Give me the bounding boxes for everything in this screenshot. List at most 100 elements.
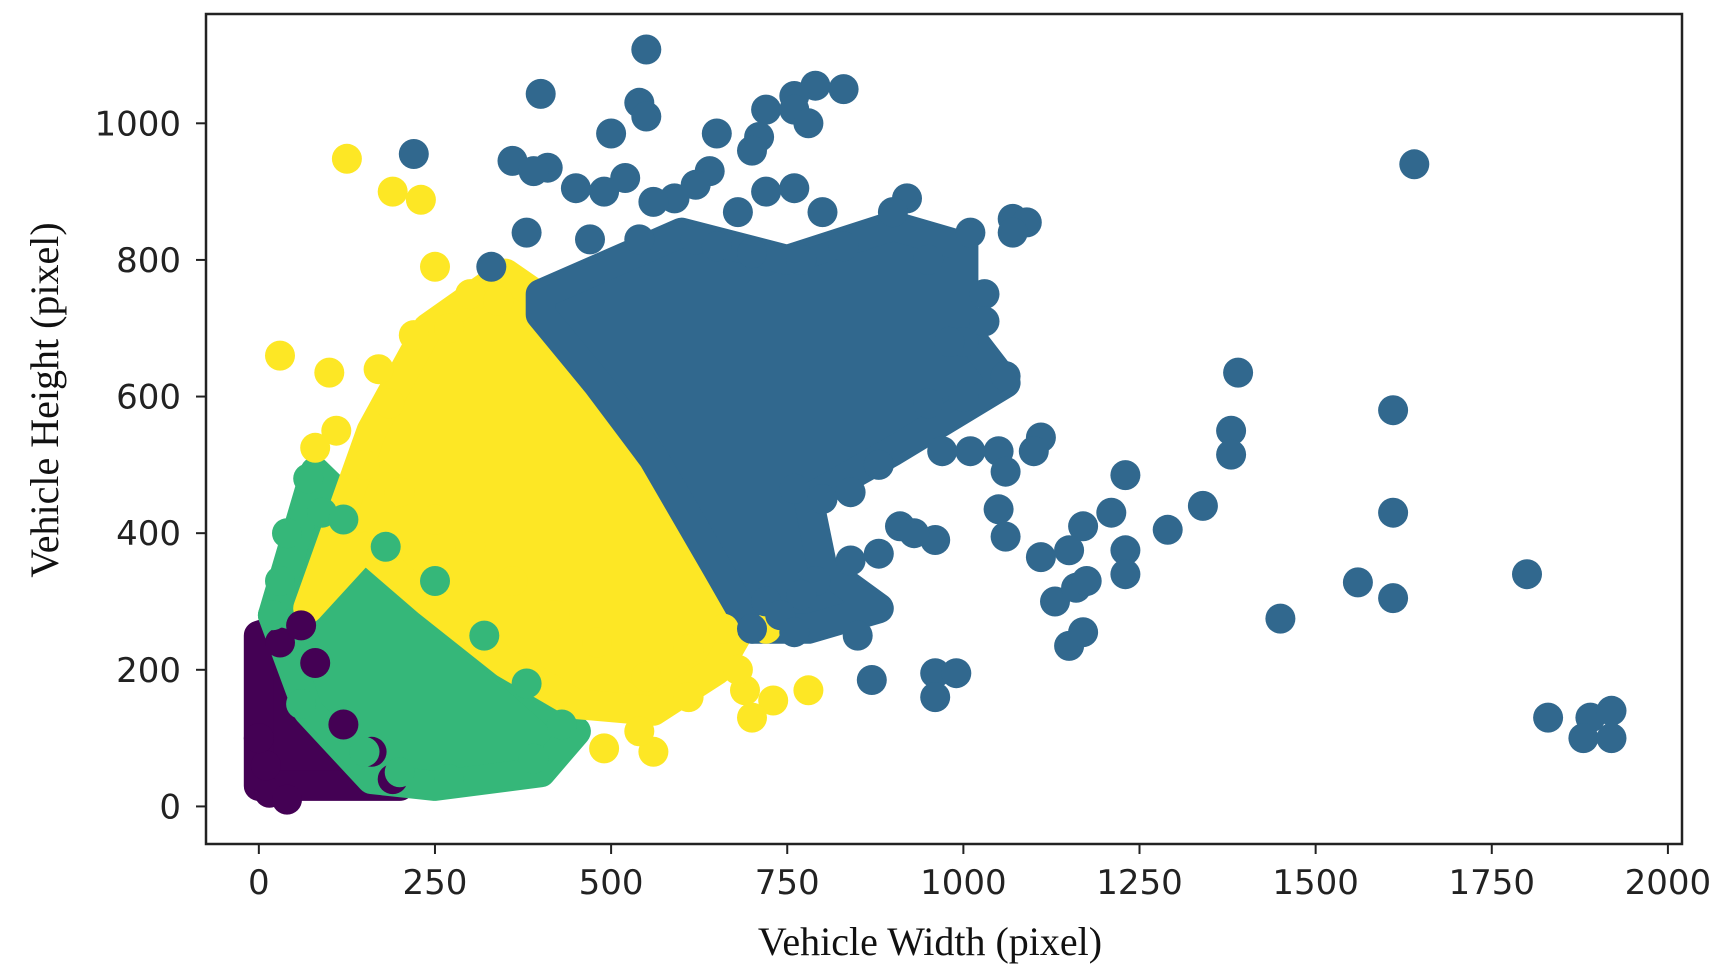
data-point: [420, 504, 450, 535]
data-point: [272, 518, 302, 549]
data-point: [286, 610, 317, 641]
data-point: [969, 279, 1000, 310]
data-point: [737, 135, 767, 166]
data-point: [948, 381, 979, 412]
data-point: [1071, 566, 1102, 596]
data-point: [722, 197, 753, 228]
data-point: [701, 231, 732, 262]
data-point: [913, 388, 944, 419]
data-point: [842, 620, 873, 651]
data-point: [265, 340, 295, 371]
data-point: [1216, 439, 1247, 470]
y-tick-label: 1000: [94, 104, 181, 144]
data-point: [476, 251, 507, 282]
data-point: [751, 94, 782, 125]
data-point: [250, 750, 281, 781]
data-point: [511, 217, 542, 248]
data-point: [737, 702, 767, 733]
data-point: [708, 613, 739, 644]
data-point: [243, 723, 274, 754]
data-point: [863, 538, 894, 569]
data-point: [257, 600, 288, 631]
data-point: [807, 484, 838, 514]
data-point: [920, 658, 951, 689]
data-point: [737, 613, 767, 644]
y-axis-label: Vehicle Height (pixel): [22, 222, 67, 577]
data-point: [420, 251, 450, 282]
data-point: [1342, 567, 1373, 598]
data-point: [941, 658, 972, 689]
data-point: [1068, 511, 1099, 542]
data-point: [405, 184, 436, 215]
y-tick-label: 600: [116, 378, 181, 418]
x-tick-label: 0: [248, 863, 270, 903]
data-point: [546, 709, 577, 740]
data-point: [363, 354, 394, 385]
data-point: [983, 494, 1014, 525]
data-point: [1054, 535, 1085, 566]
data-point: [955, 436, 986, 467]
data-point: [793, 675, 824, 706]
data-point: [631, 101, 662, 132]
data-point: [272, 784, 302, 815]
data-point: [1378, 583, 1409, 614]
data-point: [1018, 436, 1049, 467]
x-tick-label: 750: [755, 863, 820, 903]
data-point: [349, 736, 380, 767]
x-axis-label: Vehicle Width (pixel): [758, 919, 1102, 964]
y-axis-ticks: 0 200 400 600 800 1000: [94, 104, 206, 827]
data-point: [518, 156, 549, 187]
data-point: [701, 118, 732, 149]
data-point: [518, 743, 549, 774]
data-point: [779, 617, 810, 648]
data-point: [673, 682, 704, 713]
data-point: [398, 320, 429, 351]
data-point: [286, 689, 317, 719]
data-point: [1568, 723, 1599, 754]
data-point: [455, 531, 486, 562]
data-point: [596, 118, 627, 149]
x-axis-ticks: 0 250 500 750 1000 1250 1500 1750 2000: [248, 844, 1711, 903]
data-point: [420, 566, 450, 596]
data-point: [321, 415, 352, 446]
data-point: [349, 449, 380, 480]
data-point: [899, 518, 930, 549]
data-point: [589, 733, 620, 764]
data-point: [398, 139, 429, 169]
data-point: [828, 74, 859, 105]
data-point: [835, 477, 866, 508]
data-point: [300, 432, 331, 463]
data-point: [1533, 702, 1564, 733]
data-point: [786, 244, 817, 275]
data-point: [631, 34, 662, 65]
x-tick-label: 1750: [1449, 863, 1536, 903]
y-tick-label: 0: [159, 787, 181, 827]
y-tick-label: 200: [116, 651, 181, 691]
data-point: [1512, 559, 1542, 590]
data-point: [779, 173, 810, 204]
x-tick-label: 250: [403, 863, 468, 903]
x-tick-label: 1500: [1272, 863, 1359, 903]
cluster-region-3: [525, 210, 1021, 644]
data-point: [793, 108, 824, 139]
data-point: [1068, 617, 1099, 648]
data-point: [673, 634, 704, 665]
data-point: [1596, 723, 1627, 754]
data-point: [293, 463, 324, 494]
data-point: [631, 661, 662, 692]
data-point: [328, 504, 359, 535]
x-tick-label: 500: [579, 863, 644, 903]
data-point: [560, 173, 591, 204]
data-point: [751, 176, 782, 207]
data-point: [863, 449, 894, 480]
x-tick-label: 1000: [920, 863, 1007, 903]
data-point: [997, 217, 1028, 248]
data-point: [1216, 415, 1247, 446]
data-point: [913, 244, 944, 275]
data-point: [511, 668, 542, 699]
data-point: [934, 326, 965, 357]
data-point: [990, 456, 1021, 487]
data-point: [265, 627, 295, 658]
data-point: [737, 238, 767, 269]
data-point: [384, 757, 415, 788]
